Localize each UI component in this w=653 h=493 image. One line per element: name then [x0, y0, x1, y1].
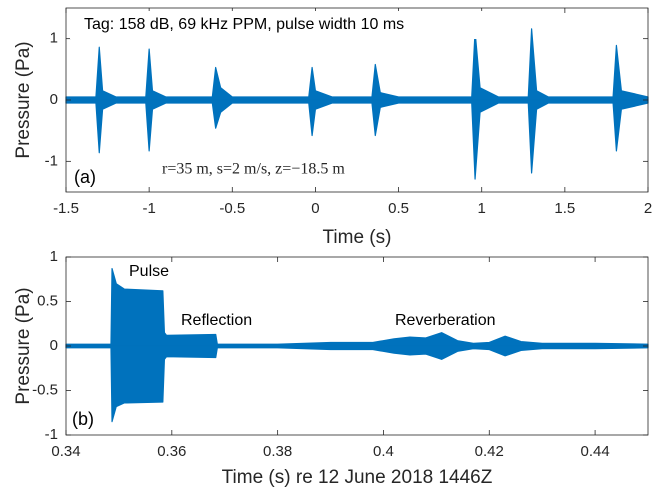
y-axis-label: Pressure (Pa) — [13, 287, 34, 404]
waveform-envelope — [65, 28, 649, 101]
y-tick-label: 0 — [50, 91, 58, 108]
x-tick-label: 0.36 — [157, 443, 186, 460]
x-tick-label: 1 — [478, 200, 486, 217]
x-tick-label: 2 — [644, 200, 652, 217]
x-tick-label: 0.42 — [475, 443, 504, 460]
annotation: r=35 m, s=2 m/s, z=−18.5 m — [162, 161, 345, 178]
y-tick-label: 0 — [50, 337, 58, 354]
y-tick-label: 1 — [50, 248, 58, 265]
x-tick-label: -1.5 — [53, 200, 79, 217]
annotation-box — [70, 11, 500, 39]
x-axis-label: Time (s) — [323, 227, 392, 248]
x-tick-label: -1 — [142, 200, 155, 217]
x-axis-label: Time (s) re 12 June 2018 1446Z — [222, 467, 493, 488]
x-tick-label: 0 — [311, 200, 319, 217]
x-tick-label: 0.38 — [263, 443, 292, 460]
y-tick-label: -1 — [45, 152, 58, 169]
y-axis-label: Pressure (Pa) — [13, 41, 34, 158]
annotation: Reflection — [181, 312, 252, 329]
panel-label: (a) — [74, 167, 96, 187]
y-tick-label: 0.5 — [37, 292, 58, 309]
waveform-envelope — [65, 345, 649, 423]
x-tick-label: 0.5 — [388, 200, 409, 217]
panel-label: (b) — [72, 409, 94, 429]
y-tick-label: -0.5 — [32, 381, 58, 398]
waveform-envelope — [65, 99, 649, 180]
annotation: Pulse — [129, 263, 169, 280]
annotation: Tag: 158 dB, 69 kHz PPM, pulse width 10 … — [84, 16, 404, 33]
x-tick-label: 0.4 — [373, 443, 394, 460]
annotation: Reverberation — [395, 312, 496, 329]
x-tick-label: -0.5 — [219, 200, 245, 217]
y-tick-label: -1 — [45, 426, 58, 443]
y-tick-label: 1 — [50, 30, 58, 47]
waveform-envelope — [65, 267, 649, 347]
x-tick-label: 0.44 — [580, 443, 609, 460]
x-tick-label: 0.34 — [51, 443, 80, 460]
x-tick-label: 1.5 — [554, 200, 575, 217]
